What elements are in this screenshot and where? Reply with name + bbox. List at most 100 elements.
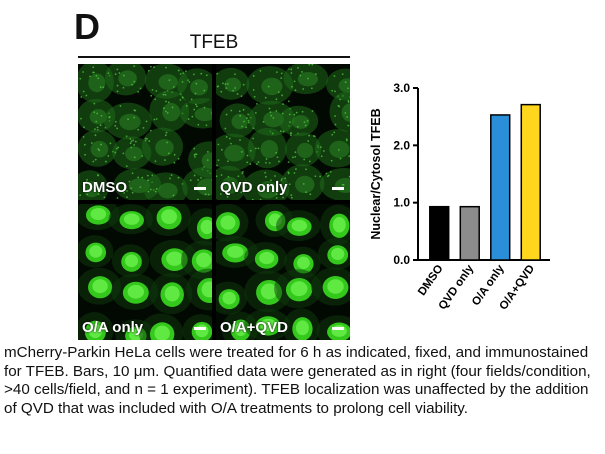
- tfeb-puncta: [195, 103, 197, 106]
- tfeb-puncta: [141, 155, 144, 157]
- tfeb-puncta: [242, 108, 245, 111]
- tfeb-puncta: [241, 172, 244, 175]
- tfeb-puncta: [275, 197, 278, 199]
- tfeb-puncta: [100, 143, 102, 146]
- cell-nucleus: [221, 176, 239, 194]
- tfeb-puncta: [177, 157, 180, 160]
- tfeb-puncta: [168, 79, 171, 82]
- tfeb-puncta: [234, 73, 236, 76]
- tfeb-puncta: [193, 147, 196, 150]
- tfeb-puncta: [137, 176, 140, 179]
- tfeb-puncta: [116, 127, 119, 130]
- tfeb-puncta: [329, 171, 332, 173]
- cell-nucleus-core: [196, 252, 212, 268]
- tfeb-puncta: [84, 153, 87, 156]
- tfeb-puncta: [97, 174, 100, 177]
- tfeb-puncta: [275, 71, 278, 74]
- tfeb-puncta: [314, 175, 317, 178]
- tfeb-puncta: [130, 187, 133, 190]
- tfeb-puncta: [294, 151, 297, 154]
- cell-nucleus: [155, 139, 174, 157]
- tfeb-puncta: [116, 90, 119, 93]
- tfeb-puncta: [265, 161, 267, 164]
- tfeb-puncta: [345, 138, 348, 141]
- tfeb-puncta: [130, 140, 133, 143]
- tfeb-puncta: [216, 164, 218, 167]
- tfeb-puncta: [227, 175, 230, 178]
- tfeb-puncta: [254, 147, 257, 150]
- micrograph-label: O/A+QVD: [220, 319, 288, 336]
- tfeb-puncta: [207, 193, 210, 196]
- tfeb-puncta: [293, 80, 296, 83]
- tfeb-puncta: [150, 65, 152, 68]
- tfeb-puncta: [292, 156, 294, 159]
- tfeb-puncta: [94, 134, 97, 137]
- tfeb-puncta: [93, 71, 95, 74]
- tfeb-puncta: [203, 106, 206, 109]
- tfeb-puncta: [304, 124, 307, 127]
- tfeb-puncta: [82, 136, 85, 138]
- tfeb-puncta: [102, 86, 105, 89]
- tfeb-puncta: [163, 107, 165, 110]
- tfeb-puncta: [294, 89, 297, 92]
- bar-chart: 0.0 1.0 2.0 3.0 Nuclear/Cytosol TFEB DMSO QVD …: [360, 60, 560, 330]
- tfeb-puncta: [154, 190, 157, 193]
- tfeb-puncta: [230, 142, 232, 145]
- cell-nucleus-core: [222, 291, 236, 305]
- tfeb-puncta: [125, 165, 128, 168]
- tfeb-puncta: [94, 158, 97, 161]
- tfeb-puncta: [216, 85, 219, 88]
- tfeb-puncta: [259, 198, 262, 200]
- tfeb-puncta: [85, 180, 88, 183]
- tfeb-puncta: [123, 191, 126, 194]
- tfeb-puncta: [116, 68, 119, 71]
- cell-nucleus: [231, 113, 248, 130]
- tfeb-puncta: [99, 124, 102, 127]
- tfeb-puncta: [195, 82, 198, 85]
- tfeb-puncta: [206, 159, 209, 161]
- cell-nucleus: [224, 77, 242, 93]
- scale-bar: [194, 187, 206, 190]
- tfeb-puncta: [144, 139, 147, 142]
- tfeb-puncta: [237, 175, 240, 178]
- cell-nucleus-core: [226, 245, 244, 258]
- tfeb-puncta: [80, 96, 83, 98]
- micrograph-dmso: DMSO: [78, 64, 212, 200]
- tfeb-puncta: [141, 176, 144, 179]
- tfeb-puncta: [334, 90, 336, 93]
- cell-nucleus-core: [291, 219, 308, 232]
- cell-nucleus-core: [260, 318, 277, 332]
- tfeb-puncta: [247, 113, 250, 116]
- bar: [429, 205, 450, 261]
- cell-nucleus-core: [89, 245, 103, 258]
- tfeb-puncta: [297, 67, 299, 69]
- tfeb-puncta: [305, 168, 307, 171]
- tfeb-puncta: [193, 108, 196, 111]
- tfeb-puncta: [80, 117, 82, 120]
- tfeb-puncta: [307, 140, 310, 142]
- tfeb-puncta: [268, 107, 271, 110]
- tfeb-puncta: [264, 171, 267, 174]
- tfeb-puncta: [287, 100, 290, 103]
- cell-nucleus: [261, 77, 283, 96]
- tfeb-puncta: [94, 128, 96, 131]
- tfeb-puncta: [243, 120, 245, 123]
- micrograph-label: O/A only: [82, 319, 144, 336]
- tfeb-puncta: [252, 127, 255, 130]
- tfeb-puncta: [224, 83, 227, 86]
- cell-nucleus-core: [260, 283, 278, 300]
- tfeb-puncta: [334, 123, 337, 126]
- tfeb-puncta: [347, 99, 350, 102]
- tfeb-puncta: [103, 196, 106, 199]
- tfeb-puncta: [333, 131, 336, 134]
- tfeb-puncta: [240, 95, 243, 98]
- tfeb-puncta: [144, 137, 147, 140]
- micrograph-oa-only: O/A only: [78, 204, 212, 340]
- tfeb-puncta: [239, 114, 242, 117]
- cell-nucleus-core: [88, 323, 103, 339]
- tfeb-puncta: [149, 188, 152, 191]
- tfeb-puncta: [280, 77, 283, 80]
- tfeb-puncta: [147, 179, 149, 182]
- tfeb-puncta: [291, 85, 293, 88]
- scale-bar: [332, 187, 344, 190]
